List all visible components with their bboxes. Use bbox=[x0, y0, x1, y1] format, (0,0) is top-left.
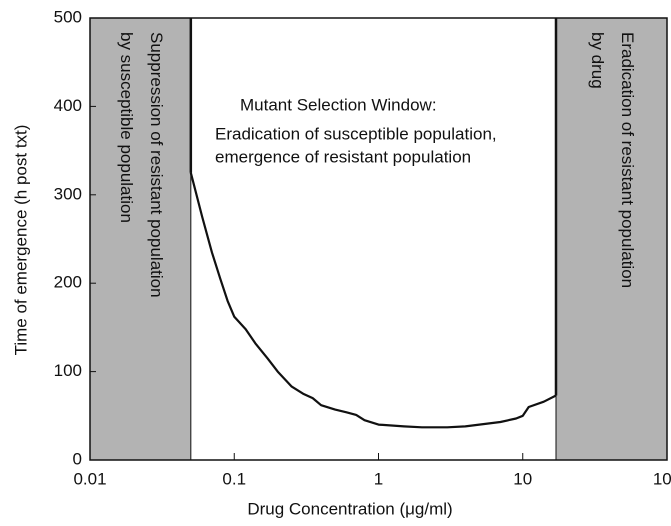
x-tick-label: 1 bbox=[374, 469, 383, 488]
y-tick-label: 100 bbox=[54, 361, 82, 380]
shaded-region bbox=[555, 17, 668, 461]
y-tick-label: 400 bbox=[54, 96, 82, 115]
shaded-region bbox=[89, 17, 192, 461]
x-tick-label: 10 bbox=[513, 469, 532, 488]
annotation: emergence of resistant population bbox=[215, 147, 471, 166]
x-tick-label: 0.01 bbox=[73, 469, 106, 488]
x-tick-label: 100 bbox=[653, 469, 671, 488]
x-tick-label: 0.1 bbox=[222, 469, 246, 488]
annotation: Eradication of susceptible population, bbox=[215, 124, 497, 143]
y-tick-label: 200 bbox=[54, 273, 82, 292]
region-label: by susceptible population bbox=[117, 32, 136, 223]
x-axis-label: Drug Concentration (μg/ml) bbox=[247, 499, 452, 518]
region-label: Suppression of resistant population bbox=[147, 32, 166, 298]
region-label: by drug bbox=[588, 32, 607, 89]
curve bbox=[189, 172, 557, 429]
region-label: Eradication of resistant population bbox=[618, 32, 637, 288]
y-axis-label: Time of emergence (h post txt) bbox=[11, 125, 30, 356]
y-tick-label: 0 bbox=[73, 449, 82, 468]
annotation: Mutant Selection Window: bbox=[240, 95, 437, 114]
y-tick-label: 500 bbox=[54, 7, 82, 26]
y-tick-label: 300 bbox=[54, 184, 82, 203]
